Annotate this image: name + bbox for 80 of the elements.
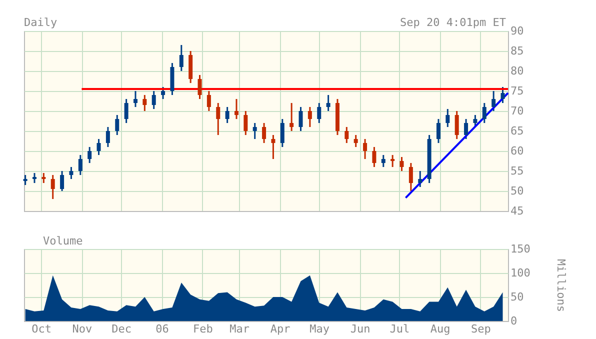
x-tick-label: May (310, 322, 330, 336)
candlestick (492, 90, 496, 112)
x-tick-label: Mar (230, 322, 250, 336)
candlestick (161, 86, 166, 100)
y-tick-label: 50 (510, 290, 524, 304)
candlestick (42, 172, 46, 184)
y-tick-label: 80 (510, 64, 524, 78)
candlestick (408, 162, 413, 192)
candlestick (298, 106, 303, 132)
candlestick (372, 146, 376, 168)
candlestick (290, 102, 294, 132)
candlestick (179, 44, 184, 72)
candlestick (446, 108, 450, 128)
candlestick (142, 94, 147, 112)
y-tick-label: 150 (510, 242, 530, 256)
candlestick (418, 170, 422, 188)
y-tick-label: 0 (510, 314, 518, 328)
candlestick (225, 106, 230, 124)
candlestick (124, 98, 128, 124)
x-tick-label: Aug (430, 322, 450, 336)
candlestick (400, 156, 404, 172)
candlestick (152, 90, 156, 110)
candlestick (206, 90, 211, 112)
candlestick (78, 154, 82, 176)
text: Sep 20 4:01pm ET (400, 16, 506, 29)
candlestick (354, 134, 358, 148)
y-tick-label: 45 (510, 204, 524, 218)
y-tick-label: 55 (510, 164, 524, 178)
candlestick (96, 138, 101, 156)
candlestick (252, 122, 257, 140)
candlestick (106, 126, 110, 148)
candlestick (23, 174, 28, 186)
y-tick-label: 50 (510, 184, 524, 198)
candlestick (170, 62, 174, 96)
x-tick-label: Sep (471, 322, 491, 336)
x-tick-label: Dec (112, 322, 132, 336)
candlestick (344, 126, 349, 144)
candlestick (88, 146, 92, 164)
candlestick (436, 118, 440, 144)
y-tick-label: 100 (510, 266, 530, 280)
y-tick-label: 65 (510, 124, 524, 138)
candlestick (60, 170, 64, 192)
candlestick (280, 118, 284, 148)
y-tick-label: 85 (510, 44, 524, 58)
y-tick-label: 70 (510, 104, 524, 118)
x-tick-label: Jul (390, 322, 410, 336)
chart-title: Daily (24, 16, 58, 29)
x-tick-label: Oct (32, 322, 52, 336)
y-tick-label: 75 (510, 84, 524, 98)
candlestick (454, 110, 459, 140)
y-tick-label: 90 (510, 24, 524, 38)
candlestick (326, 94, 330, 112)
candlestick (464, 118, 468, 140)
candlestick (308, 106, 312, 128)
candlestick (188, 50, 193, 84)
candlestick (234, 98, 238, 120)
x-tick-label: Nov (72, 322, 93, 336)
y-tick-label: 60 (510, 144, 524, 158)
candlestick (32, 172, 36, 184)
y-axis-title: Millions (554, 259, 568, 312)
candlestick (317, 102, 322, 124)
candlestick (115, 114, 120, 136)
candlestick (482, 102, 486, 124)
candlestick (381, 154, 386, 168)
x-tick-label: 06 (156, 322, 169, 336)
x-tick-label: Feb (192, 322, 213, 336)
candlestick (216, 102, 220, 136)
candlestick (69, 166, 74, 180)
candlestick (271, 134, 276, 160)
candlestick (133, 90, 138, 108)
text: Volume (43, 234, 83, 248)
candlestick (198, 74, 202, 100)
candlestick (50, 174, 55, 200)
candlestick (500, 86, 505, 104)
candlestick (390, 154, 395, 168)
candlestick (244, 110, 248, 136)
x-tick-label: Jun (350, 322, 370, 336)
candlestick (363, 138, 368, 160)
x-tick-label: Apr (270, 322, 291, 336)
candlestick (262, 122, 266, 144)
